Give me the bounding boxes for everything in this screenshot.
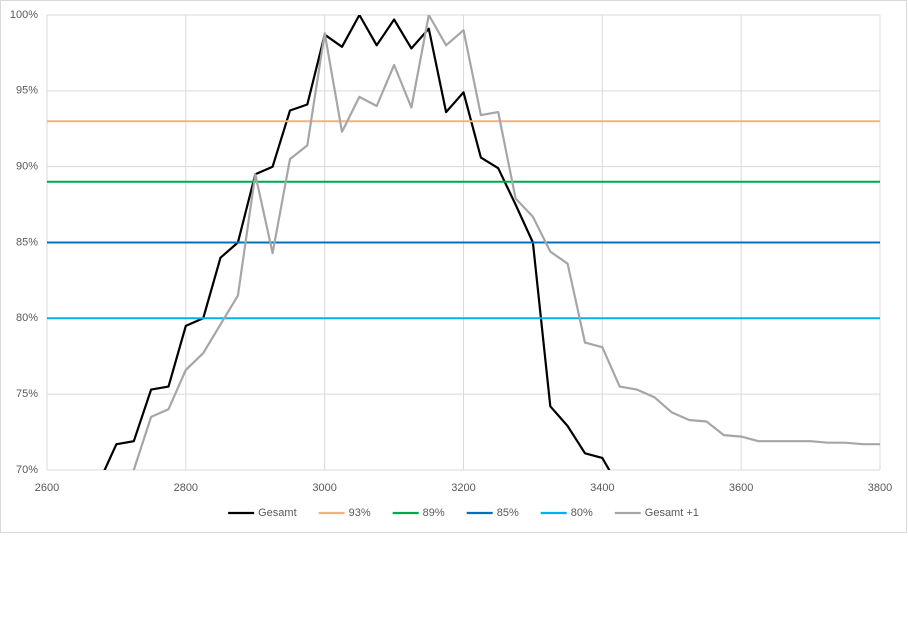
x-tick-label: 3600 bbox=[729, 482, 753, 494]
x-tick-label: 3400 bbox=[590, 482, 614, 494]
legend: Gesamt 93% 89% 85% 80% Gesamt +1 bbox=[228, 507, 699, 519]
legend-label: Gesamt bbox=[258, 507, 297, 519]
y-tick-label: 80% bbox=[16, 312, 38, 324]
legend-label: 80% bbox=[571, 507, 593, 519]
legend-item: 80% bbox=[540, 507, 593, 519]
y-tick-label: 70% bbox=[16, 464, 38, 476]
legend-label: 93% bbox=[349, 507, 371, 519]
labels: 70% 75% 80% 85% 90% 95% 100% 2600 2800 3000 3200 34… bbox=[10, 9, 892, 494]
legend-label: Gesamt +1 bbox=[645, 507, 699, 519]
legend-label: 89% bbox=[423, 507, 445, 519]
legend-item: Gesamt bbox=[228, 507, 297, 519]
plot-area bbox=[47, 15, 880, 470]
legend-item: Gesamt +1 bbox=[614, 507, 699, 519]
y-tick-label: 100% bbox=[10, 9, 38, 21]
series-line bbox=[132, 15, 880, 470]
legend-item: 85% bbox=[466, 507, 519, 519]
y-tick-label: 85% bbox=[16, 236, 38, 248]
legend-item: 89% bbox=[392, 507, 445, 519]
x-tick-label: 3000 bbox=[312, 482, 336, 494]
legend-label: 85% bbox=[497, 507, 519, 519]
x-tick-label: 2800 bbox=[174, 482, 198, 494]
legend-item: 93% bbox=[318, 507, 371, 519]
y-tick-label: 75% bbox=[16, 388, 38, 400]
x-tick-label: 3200 bbox=[451, 482, 475, 494]
x-tick-label: 3800 bbox=[868, 482, 892, 494]
chart-border bbox=[0, 0, 907, 533]
y-tick-label: 95% bbox=[16, 85, 38, 97]
y-tick-label: 90% bbox=[16, 161, 38, 173]
x-tick-label: 2600 bbox=[35, 482, 59, 494]
